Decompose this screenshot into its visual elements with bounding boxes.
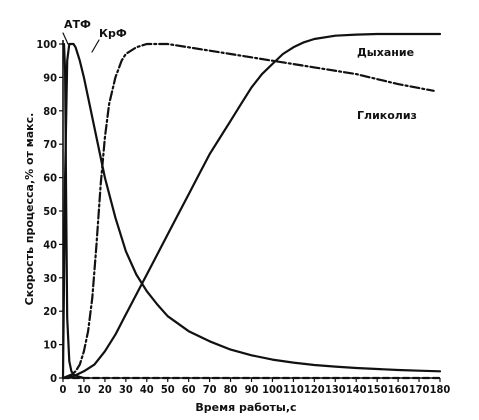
x-tick-label: 120 [304,383,325,396]
series-line-2 [61,42,435,380]
y-tick-label: 40 [43,238,57,251]
x-tick-label: 60 [182,383,196,396]
x-tick-label: 170 [409,383,430,396]
leader-atp [62,32,69,45]
x-axis-title: Время работы,с [195,401,296,414]
x-tick-label: 70 [203,383,217,396]
y-tick-label: 100 [36,38,57,51]
x-tick-label: 110 [283,383,304,396]
series-label-glycolysis: Гликолиз [357,109,417,122]
x-tick-label: 160 [388,383,409,396]
x-tick-group: 0 10 20 30 40 50 60 70 80 90 100 110 120 130 140 150 160… [60,378,451,396]
x-tick-label: 90 [245,383,259,396]
y-tick-label: 30 [43,272,57,285]
x-tick-label: 20 [98,383,112,396]
y-tick-label: 60 [43,172,57,185]
x-tick-label: 80 [224,383,238,396]
x-tick-label: 180 [430,383,451,396]
y-tick-label: 70 [43,138,57,151]
y-tick-label: 20 [43,305,57,318]
y-axis-title: Скорость процесса,% от макс. [23,113,36,306]
series-label-respiration: Дыхание [357,46,414,59]
y-tick-label: 80 [43,105,57,118]
x-tick-label: 50 [161,383,175,396]
series-line-3 [61,32,442,380]
series-line-4 [61,42,442,380]
x-tick-label: 40 [140,383,154,396]
y-tick-label: 90 [43,71,57,84]
y-tick-label: 0 [50,372,57,385]
series-label-atp: АТФ [64,18,91,31]
series-labels: АТФ КрФ Дыхание Гликолиз [62,18,417,122]
x-tick-label: 150 [367,383,388,396]
series-lines [61,32,442,380]
x-tick-label: 130 [325,383,346,396]
x-tick-label: 100 [262,383,283,396]
y-tick-group: 0 10 20 30 40 50 60 70 80 90 100 [36,38,63,385]
x-tick-label: 10 [77,383,91,396]
x-tick-label: 30 [119,383,133,396]
leader-crf [91,39,100,53]
y-tick-label: 10 [43,339,57,352]
y-tick-label: 50 [43,205,57,218]
x-tick-label: 140 [346,383,367,396]
series-label-crf: КрФ [99,27,127,40]
x-tick-label: 0 [60,383,67,396]
